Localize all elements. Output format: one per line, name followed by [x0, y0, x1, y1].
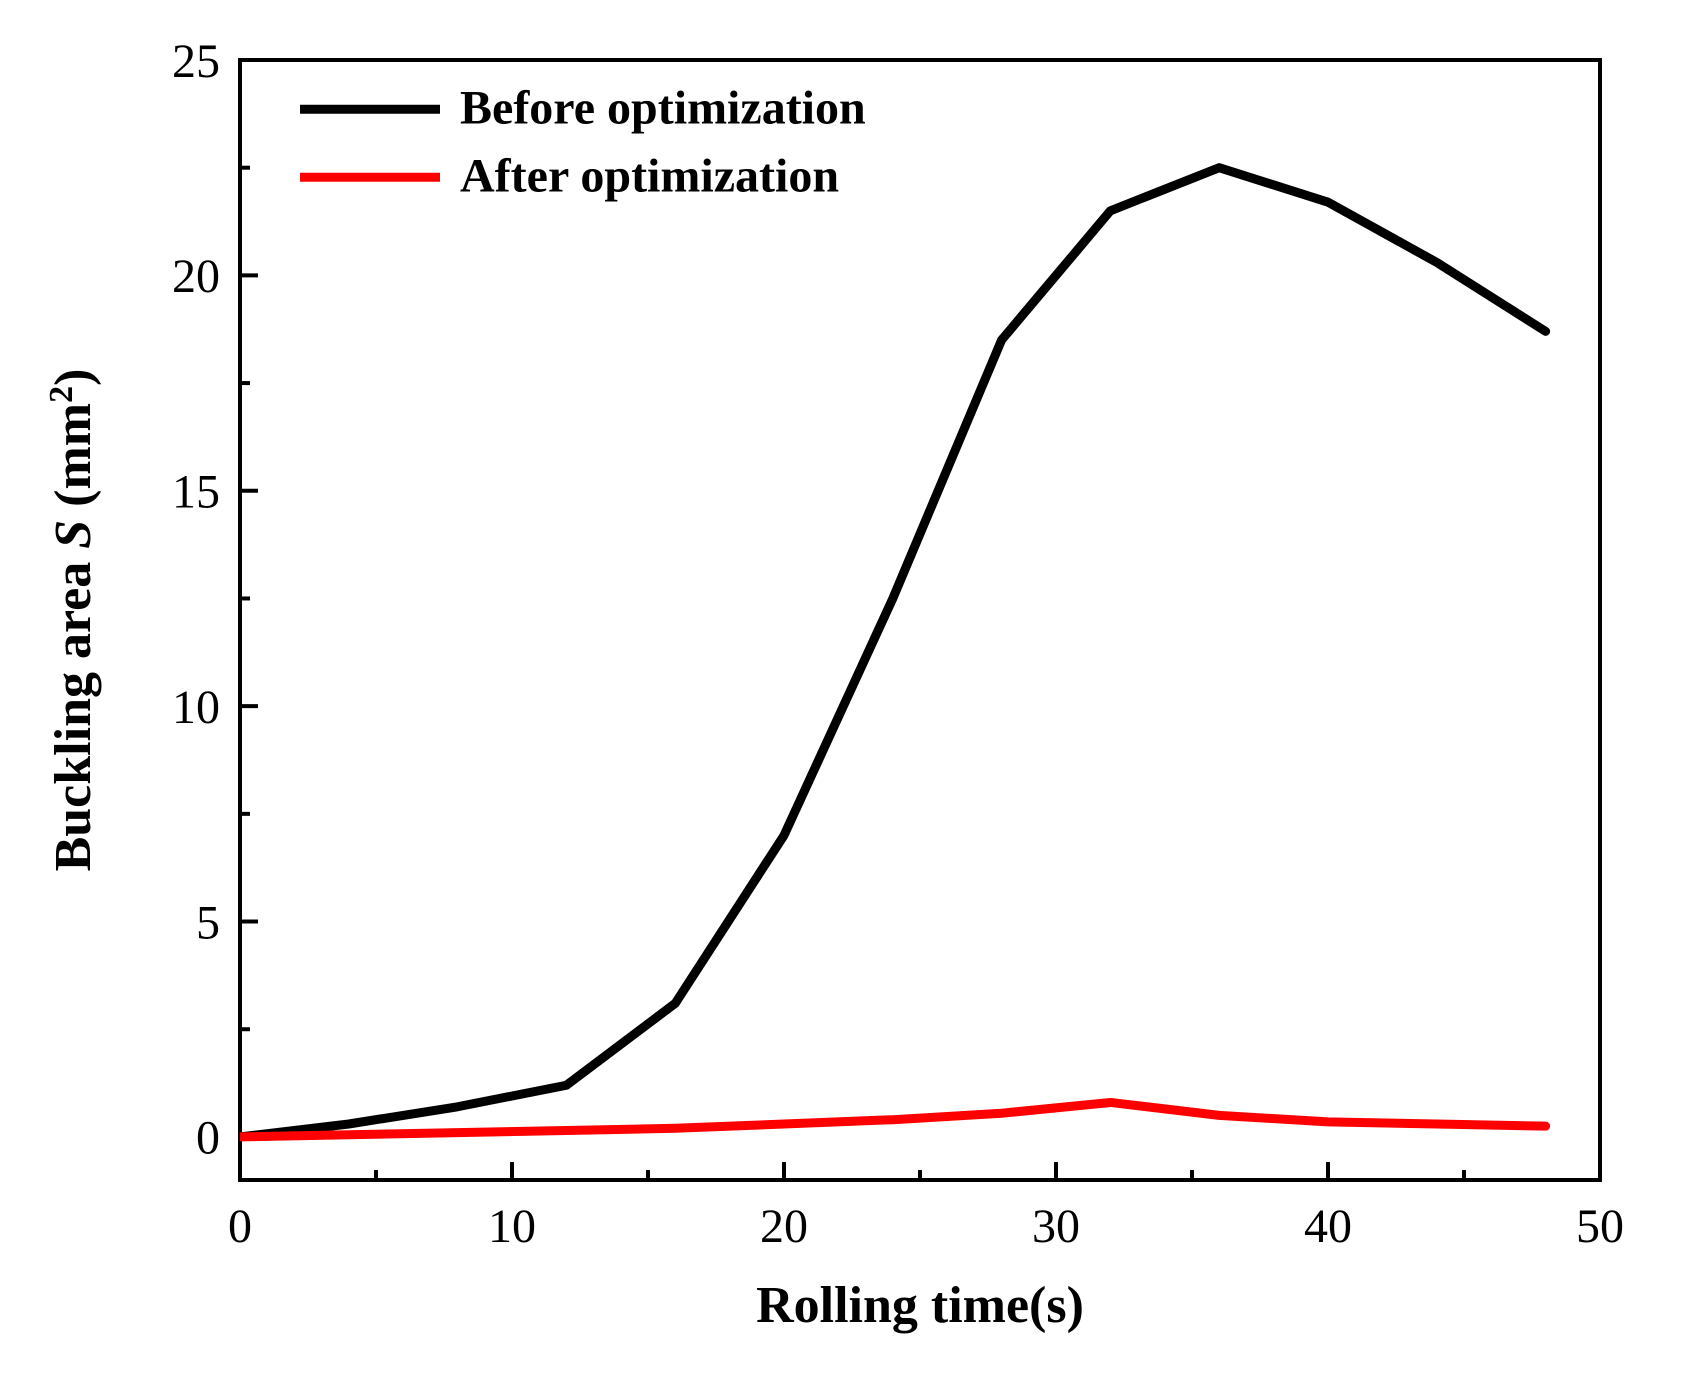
x-tick-label: 50 [1576, 1200, 1624, 1253]
legend-label-before: Before optimization [460, 82, 866, 135]
x-axis-title: Rolling time(s) [756, 1277, 1084, 1334]
y-tick-label: 15 [172, 466, 220, 519]
line-chart: 0 10 20 30 40 50 0 5 10 15 20 25 Rolling time(s) Buck… [0, 0, 1688, 1399]
y-tick-label: 0 [196, 1112, 220, 1165]
y-axis-title-group: Buckling area S (mm2) [43, 369, 103, 872]
y-tick-label: 25 [172, 35, 220, 88]
x-tick-label: 40 [1304, 1200, 1352, 1253]
x-tick-label: 0 [228, 1200, 252, 1253]
y-axis-title: Buckling area S (mm2) [43, 369, 103, 872]
legend-label-after: After optimization [460, 150, 839, 203]
x-tick-label: 10 [488, 1200, 536, 1253]
chart-container: 0 10 20 30 40 50 0 5 10 15 20 25 Rolling time(s) Buck… [0, 0, 1688, 1399]
y-tick-label: 20 [172, 250, 220, 303]
y-tick-label: 5 [196, 896, 220, 949]
y-tick-label: 10 [172, 681, 220, 734]
x-tick-label: 20 [760, 1200, 808, 1253]
x-tick-label: 30 [1032, 1200, 1080, 1253]
